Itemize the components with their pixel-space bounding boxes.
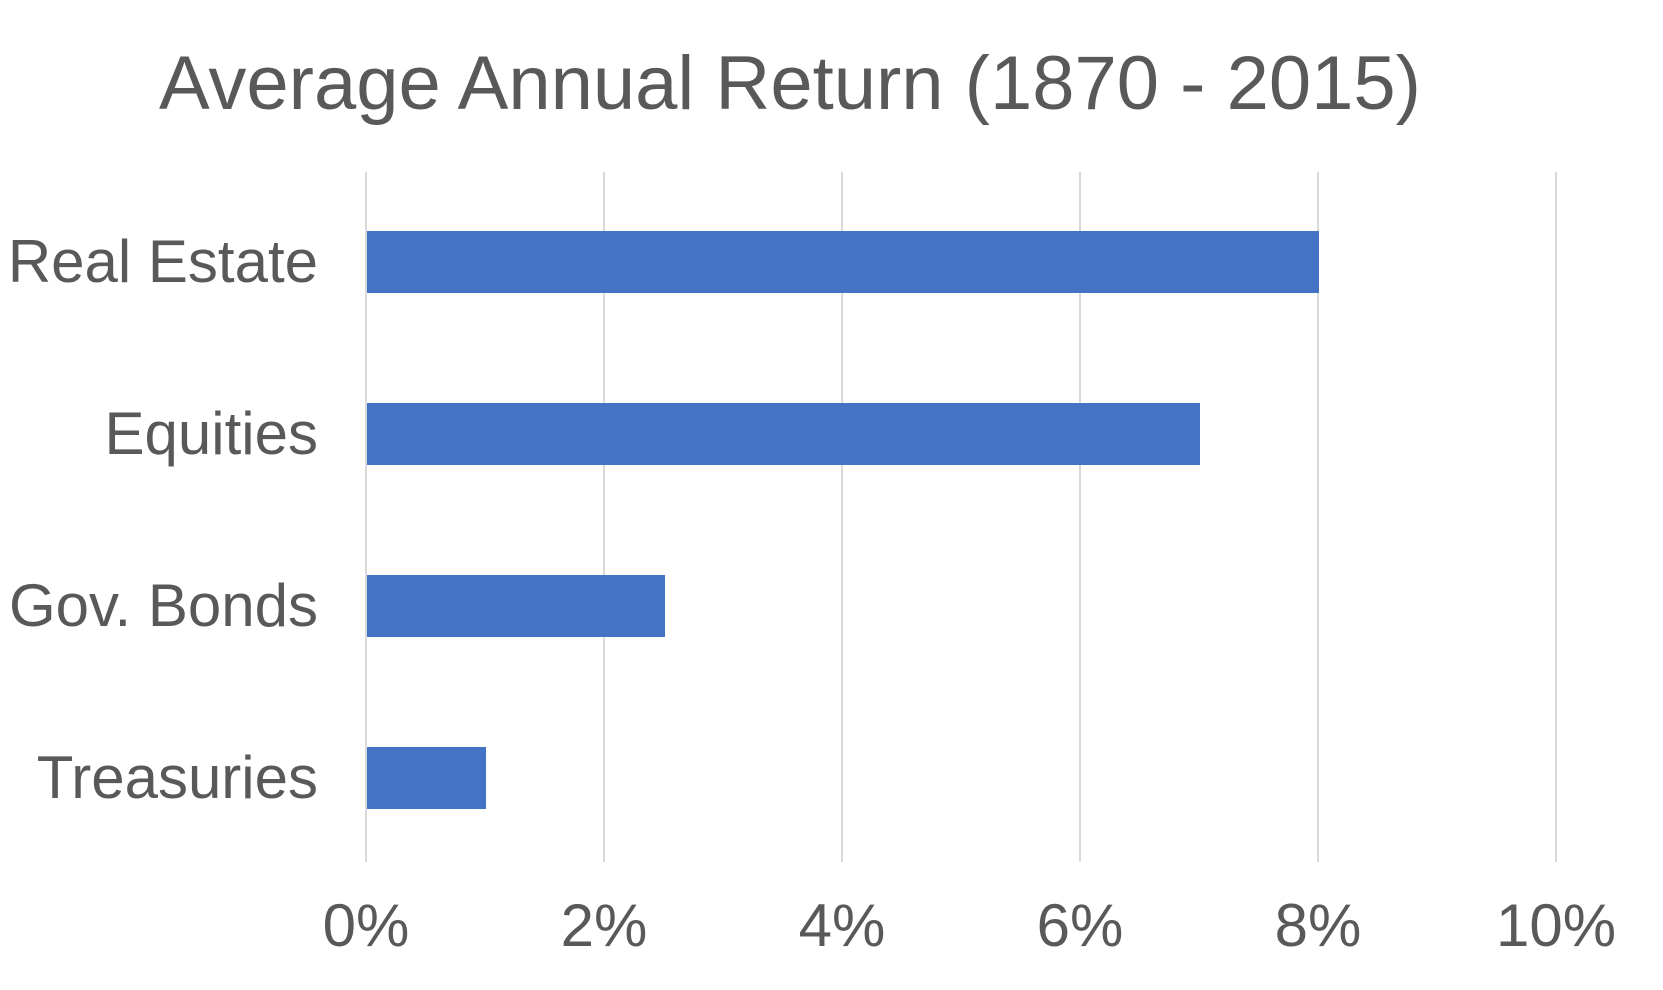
x-axis-tick-label: 2% xyxy=(560,892,648,959)
x-axis-tick-label: 0% xyxy=(322,892,410,959)
gridline-2% xyxy=(603,172,605,862)
bar-gov-bonds xyxy=(367,574,665,637)
x-axis-tick-label: 8% xyxy=(1274,892,1362,959)
category-label: Equities xyxy=(104,399,318,467)
gridline-6% xyxy=(1079,172,1081,862)
chart-title: Average Annual Return (1870 - 2015) xyxy=(159,41,1421,126)
gridline-8% xyxy=(1317,172,1319,862)
bar-equities xyxy=(367,402,1200,465)
x-axis-tick-label: 4% xyxy=(798,892,886,959)
x-axis-tick-label: 10% xyxy=(1495,892,1617,959)
gridline-10% xyxy=(1555,172,1557,862)
x-axis-tick-label: 6% xyxy=(1036,892,1124,959)
category-label: Gov. Bonds xyxy=(8,571,318,639)
bar-treasuries xyxy=(367,746,486,809)
category-label: Treasuries xyxy=(36,743,318,811)
bar-real-estate xyxy=(367,230,1319,293)
category-label: Real Estate xyxy=(7,227,318,295)
gridline-4% xyxy=(841,172,843,862)
gridline-0% xyxy=(365,172,367,862)
